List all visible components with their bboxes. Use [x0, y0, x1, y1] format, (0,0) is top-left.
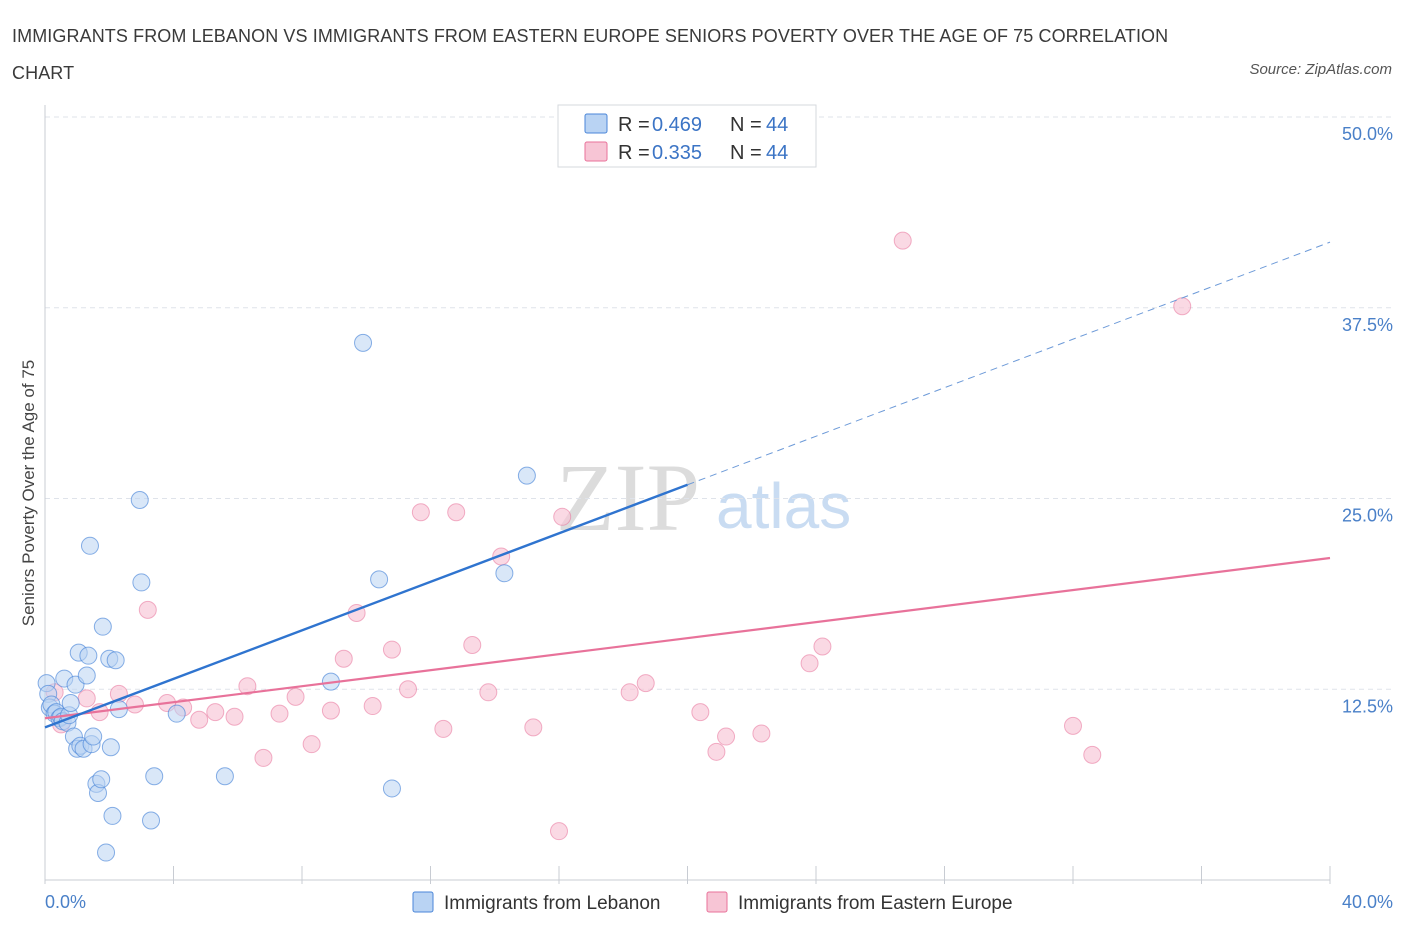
point-lebanon-21 — [80, 536, 99, 555]
trend-line-eastern-europe — [44, 556, 1331, 720]
x-tick-label-max: 40.0% — [1342, 892, 1393, 912]
point-eastern-europe-25 — [447, 503, 466, 522]
point-lebanon-37 — [145, 767, 164, 786]
point-eastern-europe-22 — [399, 680, 418, 699]
point-lebanon-35 — [132, 573, 151, 592]
point-lebanon-12 — [61, 693, 80, 712]
trend-lines — [44, 241, 1331, 729]
point-eastern-europe-37 — [752, 724, 771, 743]
y-tick-label-0: 12.5% — [1342, 696, 1393, 716]
point-lebanon-32 — [106, 651, 125, 670]
legend-n-value-lebanon: 44 — [766, 114, 788, 136]
point-lebanon-39 — [215, 767, 234, 786]
point-eastern-europe-10 — [206, 703, 225, 722]
legend-top: R = 0.469 N = 44 R = 0.335 N = 44 — [557, 104, 817, 168]
legend-swatch-lebanon — [584, 113, 608, 134]
legend-bottom: Immigrants from Lebanon Immigrants from … — [412, 891, 1013, 914]
series-lebanon-points — [37, 333, 536, 862]
point-lebanon-28 — [97, 843, 116, 862]
point-lebanon-27 — [93, 617, 112, 636]
series-eastern-europe-points — [45, 231, 1192, 841]
legend-bottom-label-lebanon: Immigrants from Lebanon — [444, 893, 661, 914]
point-eastern-europe-18 — [334, 649, 353, 668]
point-lebanon-20 — [79, 646, 98, 665]
point-eastern-europe-20 — [363, 697, 382, 716]
y-tick-label-1: 25.0% — [1342, 506, 1393, 526]
watermark-zip: ZIP — [556, 444, 700, 551]
legend-bottom-swatch-eastern-europe — [706, 891, 728, 913]
y-axis-title: Seniors Poverty Over the Age of 75 — [19, 360, 38, 626]
point-eastern-europe-30 — [550, 822, 568, 841]
legend-n-value-eastern-europe: 44 — [766, 142, 788, 164]
legend-r-value-lebanon: 0.469 — [652, 114, 702, 136]
x-ticks — [44, 866, 1331, 884]
point-eastern-europe-38 — [800, 654, 819, 673]
point-eastern-europe-23 — [411, 503, 430, 522]
grid-lines — [45, 116, 1395, 690]
point-eastern-europe-6 — [138, 600, 157, 619]
legend-n-label-lebanon: N = — [730, 114, 762, 136]
point-lebanon-31 — [103, 806, 122, 825]
point-lebanon-42 — [370, 570, 389, 589]
point-eastern-europe-12 — [238, 677, 257, 696]
point-eastern-europe-14 — [270, 704, 289, 723]
point-eastern-europe-39 — [813, 637, 832, 656]
point-eastern-europe-9 — [190, 710, 209, 729]
point-lebanon-38 — [167, 704, 186, 723]
legend-r-label-eastern-europe: R = — [618, 142, 650, 164]
point-eastern-europe-2 — [77, 689, 96, 708]
point-eastern-europe-32 — [620, 683, 639, 702]
trend-line-lebanon-extension — [687, 241, 1331, 486]
point-lebanon-19 — [77, 666, 96, 685]
point-lebanon-36 — [142, 811, 161, 830]
point-eastern-europe-35 — [707, 742, 726, 761]
point-lebanon-34 — [130, 491, 149, 510]
point-eastern-europe-21 — [382, 640, 401, 659]
point-eastern-europe-31 — [553, 507, 572, 526]
y-tick-labels: 12.5% 25.0% 37.5% 50.0% — [1342, 124, 1393, 716]
trend-line-lebanon — [44, 483, 688, 729]
legend-swatch-eastern-europe — [584, 141, 608, 162]
point-lebanon-23 — [84, 727, 103, 746]
point-eastern-europe-17 — [321, 701, 340, 720]
watermark-atlas: atlas — [716, 470, 851, 542]
legend-r-label-lebanon: R = — [618, 114, 650, 136]
point-eastern-europe-16 — [302, 735, 321, 754]
point-eastern-europe-5 — [125, 695, 144, 714]
point-eastern-europe-27 — [479, 683, 498, 702]
point-eastern-europe-15 — [286, 687, 305, 706]
y-tick-label-3: 50.0% — [1342, 124, 1393, 144]
point-eastern-europe-26 — [463, 635, 482, 654]
point-eastern-europe-29 — [524, 718, 543, 737]
point-lebanon-30 — [101, 738, 120, 757]
point-eastern-europe-41 — [1064, 716, 1082, 735]
point-eastern-europe-42 — [1083, 745, 1102, 764]
point-eastern-europe-34 — [691, 703, 710, 722]
point-lebanon-26 — [92, 770, 111, 789]
point-lebanon-43 — [382, 779, 401, 798]
legend-bottom-label-eastern-europe: Immigrants from Eastern Europe — [738, 893, 1013, 914]
x-tick-label-min: 0.0% — [45, 892, 86, 912]
point-eastern-europe-36 — [717, 727, 736, 746]
chart-title: IMMIGRANTS FROM LEBANON VS IMMIGRANTS FR… — [12, 26, 1169, 83]
point-lebanon-45 — [495, 564, 514, 583]
point-lebanon-41 — [354, 333, 373, 352]
point-eastern-europe-13 — [254, 748, 273, 767]
point-eastern-europe-24 — [434, 719, 453, 738]
point-lebanon-44 — [517, 466, 536, 485]
y-tick-label-2: 37.5% — [1342, 315, 1393, 335]
point-eastern-europe-40 — [893, 231, 912, 250]
chart-source: Source: ZipAtlas.com — [1249, 61, 1392, 78]
point-eastern-europe-33 — [636, 674, 655, 693]
legend-bottom-swatch-lebanon — [412, 891, 434, 913]
legend-n-label-eastern-europe: N = — [730, 142, 762, 164]
legend-r-value-eastern-europe: 0.335 — [652, 142, 702, 164]
point-eastern-europe-11 — [225, 707, 244, 726]
